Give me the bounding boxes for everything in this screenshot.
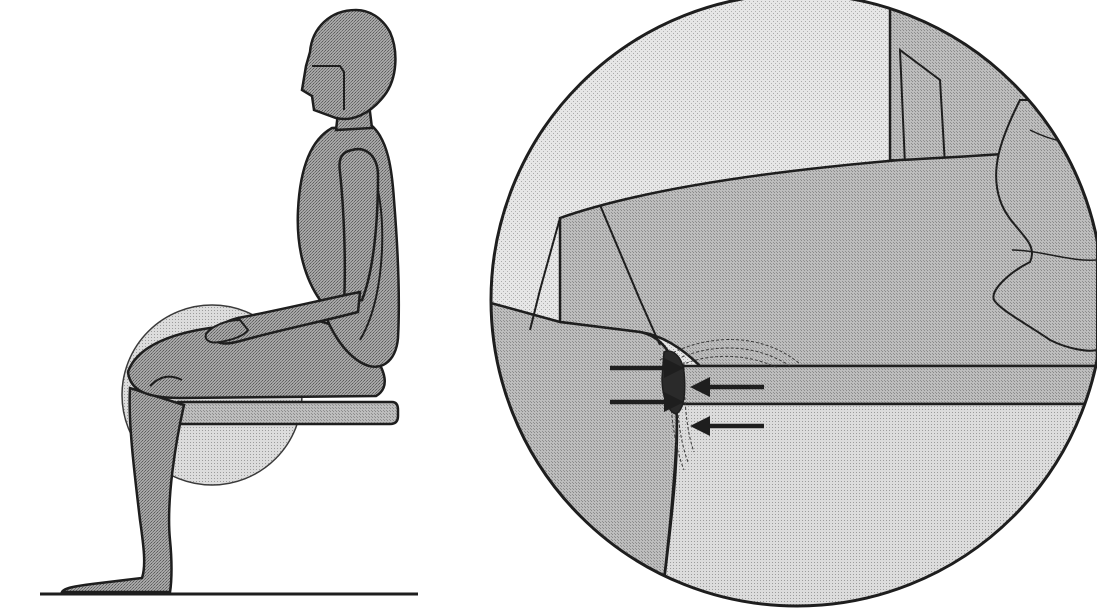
detail-seat-front — [658, 402, 1097, 606]
seat-cushion — [176, 400, 400, 426]
pressure-arrow-4 — [690, 416, 764, 436]
pressure-arrow-2 — [690, 377, 764, 397]
face-profile — [312, 65, 345, 110]
pressure-arrow-3 — [610, 392, 684, 412]
hand — [204, 318, 250, 344]
knee-crease — [149, 375, 183, 387]
seated-figure-side-view — [40, 8, 418, 596]
head — [300, 8, 397, 121]
detail-knee-line-left — [529, 217, 561, 331]
detail-knee-line — [599, 204, 661, 346]
pressure-arrow-1 — [610, 358, 684, 378]
magnified-circle-outline — [489, 0, 1097, 608]
detail-thigh — [558, 146, 1097, 368]
magnified-thigh-seat-edge-detail — [489, 0, 1097, 608]
pressure-arrows — [610, 358, 764, 436]
lower-leg — [59, 386, 186, 594]
